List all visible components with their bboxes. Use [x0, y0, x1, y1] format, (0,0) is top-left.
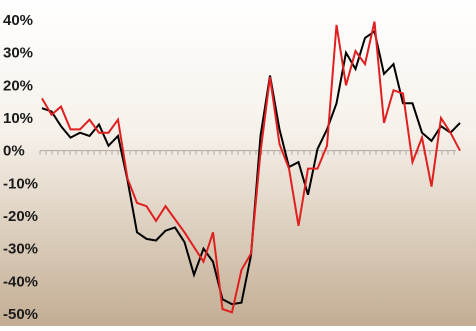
y-axis-labels: 40% 30% 20% 10% 0% -10% -20% -30% -40% -50%: [3, 12, 38, 323]
y-tick-label: -50%: [3, 306, 38, 323]
y-tick-label: -20%: [3, 208, 38, 225]
y-tick-label: 20%: [3, 77, 33, 94]
y-tick-label: -30%: [3, 241, 38, 258]
y-tick-label: -10%: [3, 175, 38, 192]
y-tick-label: 0%: [3, 143, 25, 160]
zero-axis: [39, 150, 456, 155]
y-tick-label: 40%: [3, 12, 33, 29]
y-tick-label: 10%: [3, 110, 33, 127]
y-tick-label: 30%: [3, 45, 33, 62]
y-tick-label: -40%: [3, 273, 38, 290]
series-line-red: [41, 21, 461, 314]
series-group: [41, 21, 461, 314]
